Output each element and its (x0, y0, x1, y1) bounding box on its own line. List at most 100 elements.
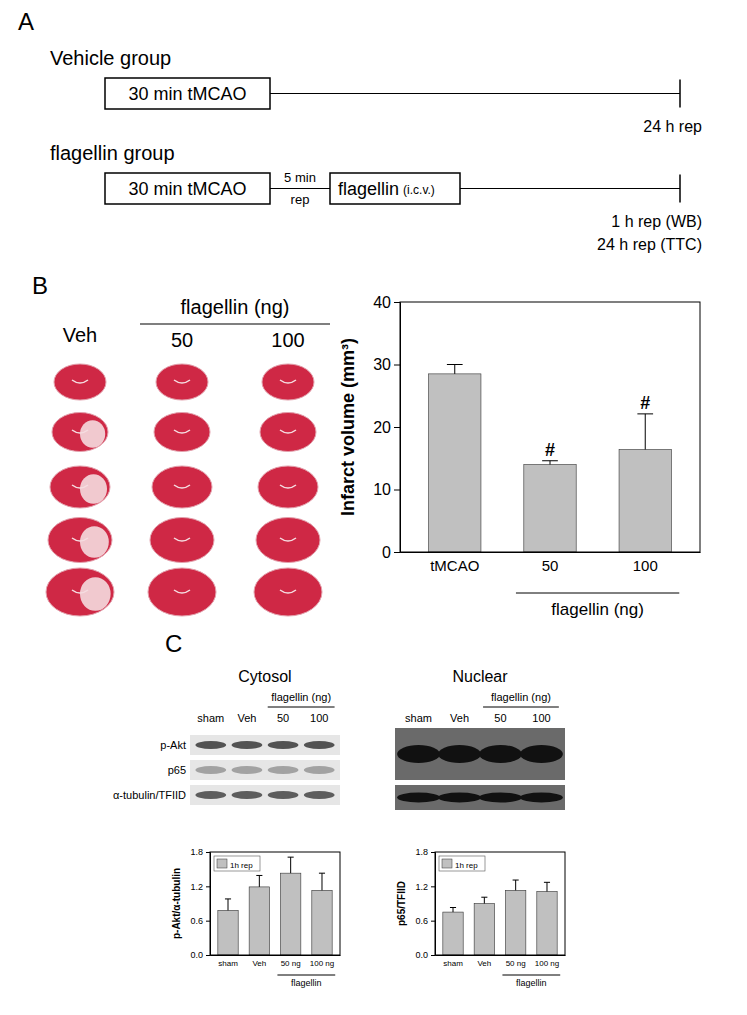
ventricle (280, 538, 296, 541)
y-tick-label: 1.2 (415, 882, 428, 892)
x-tick-label: 50 (542, 557, 559, 574)
column-label: Veh (63, 324, 97, 346)
y-tick: 1.2 (190, 882, 210, 892)
group-label: flagellin (ng) (491, 691, 551, 703)
y-tick: 30 (373, 356, 400, 373)
lane-label: Veh (237, 712, 256, 724)
error-bar-stem (645, 414, 646, 450)
x-tick-label: Veh (477, 959, 491, 968)
blot-band (479, 745, 522, 763)
lane-label: 50 (277, 712, 289, 724)
y-tick-label: 10 (373, 481, 391, 498)
bar (524, 465, 576, 553)
error-bar-cap (319, 873, 325, 874)
y-axis: 0.00.61.21.8 (190, 847, 210, 960)
error-bar (637, 414, 653, 450)
ventricle (280, 430, 296, 433)
brain-slice (46, 568, 114, 616)
brain-slice (156, 364, 208, 400)
y-tick-label: 0 (382, 544, 391, 561)
error-bar-cap (513, 880, 519, 881)
x-tick: 50 ng (281, 959, 301, 968)
x-tick: Veh (477, 959, 491, 968)
plot-marks (443, 880, 557, 955)
end-label: 1 h rep (WB) (611, 213, 702, 230)
panel-label: B (32, 272, 48, 299)
y-tick-mark (394, 490, 400, 491)
y-tick-mark (431, 921, 435, 922)
bar (619, 450, 671, 553)
error-bar-stem (453, 908, 454, 913)
error-bar (447, 365, 463, 374)
step-box (330, 173, 460, 204)
ventricle (280, 590, 296, 593)
step-label: 30 min tMCAO (128, 179, 246, 199)
brain-slice (260, 413, 316, 452)
plot-frame (400, 302, 700, 552)
bar (505, 890, 525, 955)
row-label: p65 (168, 764, 186, 776)
group-underline (483, 707, 559, 708)
error-bar-stem (484, 897, 485, 903)
bar-chart: 0.00.61.21.8shamVeh50 ng100 ngflagellinp… (396, 847, 566, 988)
blot-band (195, 741, 226, 749)
panel-label: C (165, 630, 182, 657)
ventricle (72, 590, 88, 593)
annotation: # (640, 393, 650, 413)
group-underline (140, 323, 330, 324)
group-underline (502, 975, 560, 976)
y-axis-title: p-Akt/α-tubulin (171, 868, 182, 939)
lane-label: Veh (450, 712, 469, 724)
y-axis-line (431, 853, 436, 956)
error-bar-cap (542, 460, 558, 461)
legend-box (214, 856, 260, 871)
x-tick-label: sham (443, 959, 463, 968)
blot-band (195, 766, 226, 774)
x-tick-label: 100 ng (310, 959, 334, 968)
brain-slices: Veh50100flagellin (ng) (46, 296, 330, 616)
x-tick-label: 50 ng (281, 959, 301, 968)
blot-band (304, 791, 335, 799)
ventricle (72, 538, 88, 541)
error-bar (288, 857, 294, 873)
group-label: flagellin (ng) (271, 691, 331, 703)
y-tick-label: 1.8 (190, 847, 203, 857)
blot-band (268, 791, 299, 799)
error-bar-cap (637, 413, 653, 414)
group-underline (516, 593, 679, 594)
error-bar-stem (290, 857, 291, 873)
error-bar-stem (454, 365, 455, 374)
y-tick-mark (394, 365, 400, 366)
brain-slice (258, 466, 318, 508)
y-tick-mark (431, 955, 435, 956)
group-underline (277, 975, 335, 976)
error-bar (544, 882, 550, 891)
blot-strip (395, 785, 565, 810)
error-bar-cap (481, 897, 487, 898)
x-tick-label: 100 ng (535, 959, 559, 968)
x-tick: 100 ng (310, 959, 334, 968)
error-bar (542, 461, 558, 465)
blot-band (268, 741, 299, 749)
y-tick: 10 (373, 481, 400, 498)
y-tick-label: 40 (373, 294, 391, 311)
error-bar (319, 873, 325, 890)
bar (443, 912, 463, 955)
y-tick-mark (431, 852, 435, 853)
y-tick: 0.0 (190, 950, 210, 960)
y-tick-mark (206, 921, 210, 922)
ventricle (174, 380, 190, 383)
blot-band (397, 745, 440, 763)
lane-label: sham (197, 712, 224, 724)
y-tick: 0.0 (415, 950, 435, 960)
end-label: 24 h rep (TTC) (597, 236, 702, 253)
bar-chart: ##010203040tMCAO50100flagellin (ng)Infar… (338, 294, 701, 619)
blot-band (520, 745, 563, 763)
plot-marks (429, 365, 672, 553)
brain-slice (256, 518, 320, 563)
x-tick-label: 50 ng (506, 959, 526, 968)
blot-title: Nuclear (452, 668, 508, 685)
error-bar-stem (550, 461, 551, 465)
y-axis-line (206, 853, 211, 956)
error-bar-cap (544, 882, 550, 883)
